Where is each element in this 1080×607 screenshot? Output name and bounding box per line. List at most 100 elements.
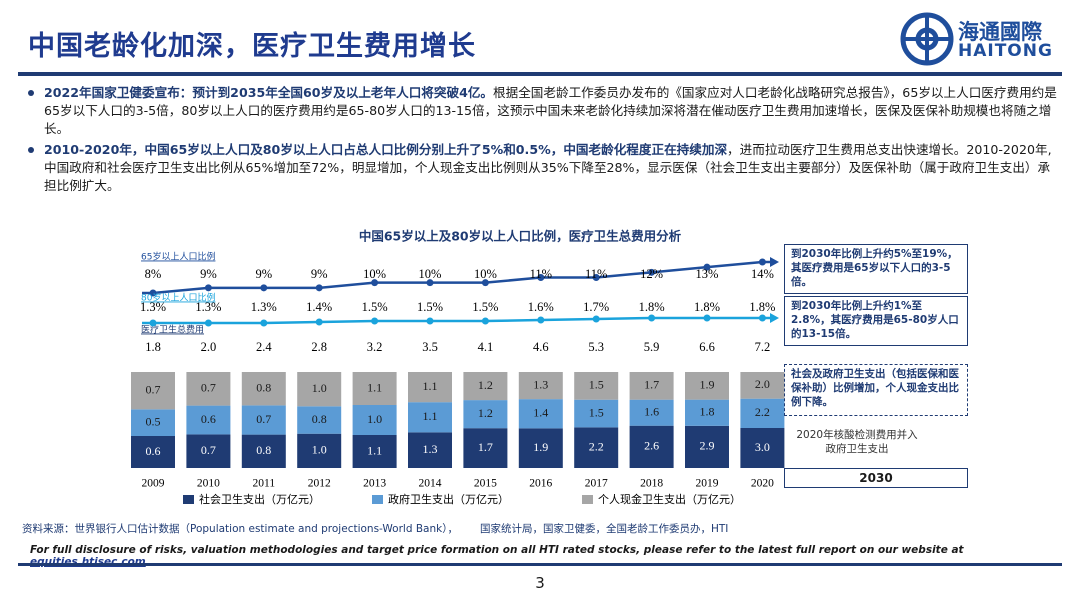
bar-segment [574,427,619,468]
total-label: 3.2 [367,340,383,354]
bar-segment [574,372,619,400]
bar-segment [518,372,563,400]
data-label: 1.1 [423,409,438,423]
bar-segment [352,372,397,405]
bullet: 2010-2020年，中国65岁以上人口及80岁以上人口占总人口比例分别上升了5… [22,141,1062,195]
data-label: 8% [145,267,162,281]
data-label: 1.1 [367,380,382,394]
line-marker [315,284,323,292]
bar-segment [629,399,674,426]
line-arrowhead [770,313,779,323]
total-label: 6.6 [699,340,715,354]
x-tick-label: 2016 [529,478,552,490]
data-label: 10% [474,267,497,281]
bar-segment [186,405,231,435]
line-marker [537,316,545,324]
annotation-box: 社会及政府卫生支出（包括医保和医保补助）比例增加，个人现金支出比例下降。 [784,364,968,416]
bar-segment [463,372,508,401]
bar-segment [574,399,619,428]
annotation-box: 到2030年比例上升约1%至2.8%，其医疗费用是65-80岁人口的13-15倍… [784,296,968,346]
data-label: 13% [696,267,719,281]
bar-segment [352,435,397,468]
data-label: 1.5% [417,300,443,314]
data-label: 1.7% [583,300,609,314]
line-marker [149,289,157,297]
data-label: 1.8% [639,300,665,314]
data-label: 1.0 [367,412,382,426]
data-label: 0.7 [146,382,161,396]
row-label: 医疗卫生总费用 [141,324,204,336]
source-text: 国家统计局，国家卫健委，全国老龄工作委员办，HTI [479,523,729,535]
data-label: 1.4% [306,300,332,314]
data-label: 0.5 [146,414,161,428]
total-label: 4.1 [478,340,494,354]
data-label: 11% [585,267,607,281]
line-marker [149,319,157,327]
x-tick-label: 2018 [640,478,663,490]
data-label: 0.6 [146,444,161,458]
link[interactable]: equities.htisec.com [30,556,146,568]
bar-segment [241,405,286,435]
data-label: 1.9 [533,440,548,454]
line-arrowhead [770,257,779,267]
line-marker [758,258,766,266]
legend-label: 政府卫生支出（万亿元） [388,492,509,506]
data-label: 10% [363,267,386,281]
data-label: 0.8 [256,380,271,394]
bar-segment [297,433,342,468]
total-label: 2.4 [256,340,272,354]
data-label: 1.8% [694,300,720,314]
data-label: 12% [640,267,663,281]
data-label: 1.5 [589,378,604,392]
bar-segment [740,428,785,468]
bar-segment [463,428,508,468]
data-label: 1.3% [195,300,221,314]
bullet: 2022年国家卫健委宣布：预计到2035年全国60岁及以上老年人口将突破4亿。根… [22,84,1062,138]
data-label: 1.8 [700,404,715,418]
x-tick-label: 2013 [363,478,386,490]
data-label: 1.3 [533,377,548,391]
data-label: 1.5 [589,405,604,419]
bullet-text: ，进而拉动医疗卫生费用总支出快速增长。2010-2020年,中国政府和社会医疗卫… [44,142,1052,193]
divider [18,72,1062,76]
slide-title: 中国老龄化加深，医疗卫生费用增长 [28,31,476,62]
data-label: 2.0 [755,377,770,391]
logo-text: HAITONG [958,41,1053,61]
data-label: 3.0 [755,440,770,454]
bullet-bold: 2022年国家卫健委宣布：预计到2035年全国60岁及以上老年人口将突破4亿。 [44,85,494,100]
line-marker [648,268,656,276]
line-marker [260,284,268,292]
bar-segment [297,406,342,434]
bar-segment [740,398,785,428]
data-label: 10% [419,267,442,281]
data-label: 1.7 [478,440,493,454]
line-marker [703,263,711,271]
row-label: 80岁以上人口比例 [141,292,215,304]
line-marker [592,315,600,323]
data-label: 1.3 [423,442,438,456]
bar-segment [685,425,729,468]
bar-segment [463,400,508,429]
bullet-list: 2022年国家卫健委宣布：预计到2035年全国60岁及以上老年人口将突破4亿。根… [22,84,1062,198]
data-label: 1.6% [528,300,554,314]
chart: 中国65岁以上及80岁以上人口比例，医疗卫生总费用分析 0.6 0.5 0.7 200… [131,229,785,506]
bar-segment [352,405,397,435]
chart-title: 中国65岁以上及80岁以上人口比例，医疗卫生总费用分析 [359,229,682,244]
data-label: 0.7 [201,381,216,395]
data-label: 2.9 [700,439,715,453]
logo-icon [900,12,954,66]
total-label: 5.9 [644,340,660,354]
bar-segment [131,436,175,468]
bar-segment [629,425,674,468]
annotation-box: 到2030年比例上升约5%至19%，其医疗费用是65岁以下人口的3-5倍。 [784,244,968,294]
data-label: 1.4 [533,405,548,419]
x-tick-label: 2012 [308,478,331,490]
annotation-box: 2030 [784,468,968,488]
data-label: 1.2 [478,406,493,420]
line-marker [703,314,711,322]
data-label: 1.7 [644,378,659,392]
bar-segment [685,372,729,400]
data-label: 9% [200,267,217,281]
line-marker [758,314,766,322]
row-label: 65岁以上人口比例 [141,251,215,263]
